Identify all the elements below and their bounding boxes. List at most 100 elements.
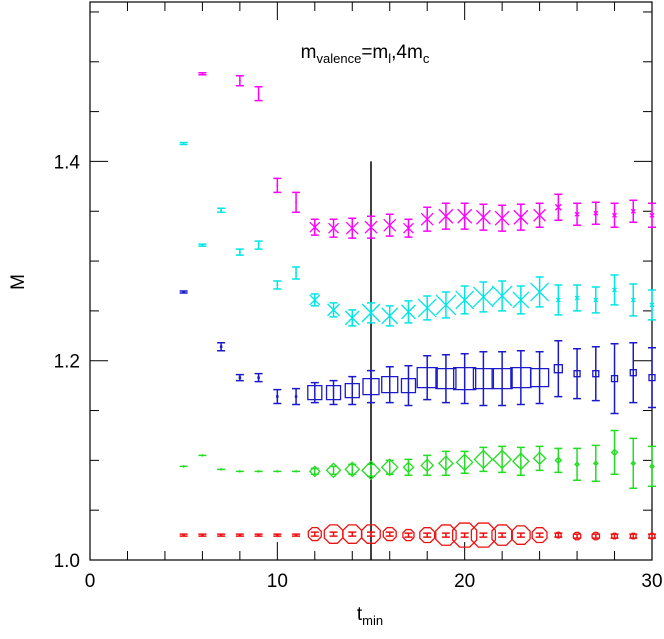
marker (238, 376, 242, 379)
marker (276, 395, 279, 398)
error-bar (329, 465, 338, 476)
marker (529, 368, 550, 388)
error-bar (385, 365, 394, 404)
error-bar (441, 353, 450, 404)
marker (630, 297, 636, 303)
marker (276, 533, 279, 537)
marker (325, 384, 342, 401)
error-bar (591, 444, 600, 483)
marker (630, 460, 637, 467)
marker (276, 184, 279, 187)
marker (345, 221, 359, 235)
marker (325, 462, 342, 479)
text-part: m (301, 42, 317, 63)
marker (402, 461, 415, 474)
error-bar (423, 454, 432, 477)
marker (400, 377, 417, 394)
error-bar (385, 459, 394, 476)
marker (649, 212, 655, 218)
marker (201, 533, 204, 537)
error-bar (460, 352, 469, 405)
error-bar (516, 532, 525, 538)
marker (593, 297, 599, 303)
x-tick-label: 30 (641, 571, 662, 592)
marker (612, 287, 617, 293)
marker (513, 209, 529, 225)
marker (294, 533, 298, 537)
marker (381, 375, 399, 394)
marker (491, 285, 513, 307)
marker (554, 456, 563, 465)
marker (327, 303, 340, 317)
error-bar (479, 532, 488, 538)
error-bar (367, 531, 375, 537)
marker (257, 533, 260, 537)
x-axis-label: tmin (357, 604, 383, 628)
marker (630, 208, 636, 214)
error-bar (329, 379, 338, 406)
marker (532, 451, 547, 466)
marker (401, 304, 416, 320)
marker (182, 533, 185, 537)
error-bar (535, 350, 544, 405)
marker (294, 395, 298, 398)
marker (257, 244, 260, 247)
marker (362, 377, 380, 396)
marker (361, 460, 381, 481)
marker (510, 367, 532, 389)
marker (574, 211, 580, 217)
marker (472, 286, 494, 308)
marker (361, 303, 381, 323)
marker (648, 532, 656, 540)
marker (648, 374, 656, 382)
error-bar (498, 532, 507, 538)
text-part: t (357, 604, 363, 625)
marker (574, 295, 580, 301)
marker (511, 452, 530, 471)
x-tick-label: 10 (267, 571, 288, 592)
marker (554, 531, 562, 539)
marker (201, 244, 204, 247)
marker (344, 382, 360, 399)
marker (182, 142, 185, 145)
marker (435, 294, 457, 316)
marker (591, 531, 601, 541)
marker (219, 467, 223, 471)
marker (420, 458, 435, 473)
marker (295, 271, 298, 275)
error-bar (554, 340, 563, 398)
marker (512, 291, 530, 309)
marker (416, 367, 438, 389)
error-bar (479, 446, 488, 473)
error-bar (610, 343, 619, 415)
x-tick-label: 0 (85, 571, 96, 592)
error-bar (573, 447, 582, 482)
marker (238, 251, 241, 254)
marker (533, 208, 547, 222)
error-bar (591, 533, 600, 539)
error-bar (573, 348, 582, 400)
marker (294, 469, 298, 473)
marker (275, 469, 279, 473)
text-part: ,4m (391, 42, 423, 63)
marker (308, 465, 321, 478)
marker (257, 376, 260, 379)
text-part: =m (361, 42, 388, 63)
marker (435, 368, 457, 390)
marker (200, 453, 204, 457)
error-bar (591, 346, 600, 402)
marker (494, 210, 510, 226)
marker (276, 283, 279, 287)
marker (592, 370, 600, 378)
marker (309, 294, 321, 306)
marker (629, 532, 637, 540)
marker (295, 201, 298, 204)
error-bar (367, 369, 375, 404)
marker (342, 524, 363, 544)
marker (328, 222, 339, 234)
x-tick-label: 20 (454, 571, 475, 592)
marker (574, 461, 580, 468)
marker (592, 460, 599, 467)
y-tick-label: 1.4 (54, 152, 81, 173)
